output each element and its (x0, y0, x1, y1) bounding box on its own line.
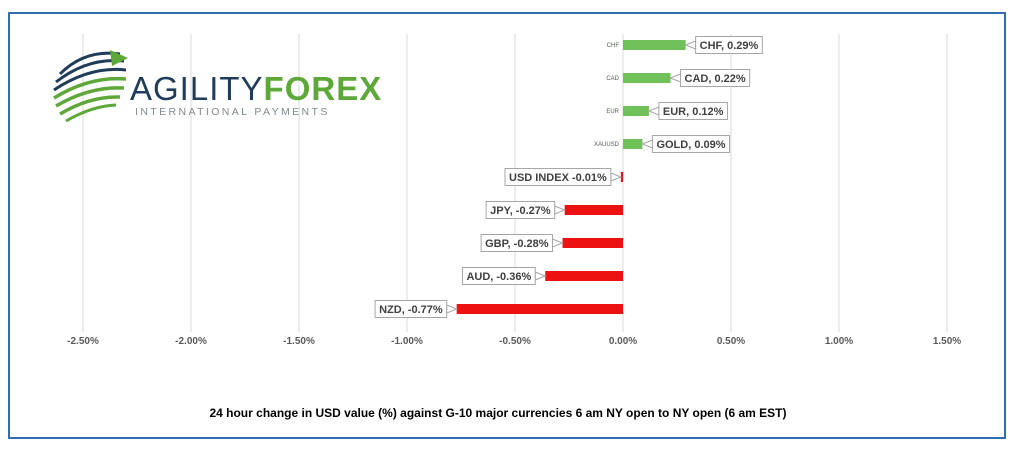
data-label: EUR, 0.12% (647, 102, 728, 120)
data-label-text: GBP, -0.28% (485, 238, 549, 250)
category-labels: CHF CAD EUR XAUUSD (594, 43, 620, 148)
x-tick-label: -2.00% (175, 336, 207, 347)
bar (564, 205, 623, 215)
data-label-text: NZD, -0.77% (379, 304, 443, 316)
data-label-box (651, 135, 731, 153)
bar (545, 271, 623, 281)
data-label-box (680, 69, 751, 87)
agility-forex-logo: AGILITYFOREX INTERNATIONAL PAYMENTS (53, 50, 382, 123)
x-axis-ticks: -2.50% -2.00% -1.50% -1.00% -0.50% 0.00% 0.50%… (67, 336, 961, 347)
data-label-pointer (610, 172, 623, 182)
data-label-pointer (552, 238, 564, 248)
data-label-text: EUR, 0.12% (663, 106, 724, 118)
data-label: GOLD, 0.09% (641, 135, 731, 153)
data-label: CAD, 0.22% (669, 69, 751, 87)
data-label-text: USD INDEX -0.01% (509, 172, 607, 184)
bar (456, 304, 623, 314)
chart-frame: CHF CAD EUR XAUUSD CHF, 0.29% CAD, 0.22% EUR,… (8, 12, 1006, 439)
x-tick-label: -2.50% (67, 336, 99, 347)
bar (623, 40, 686, 50)
x-tick-label: -0.50% (499, 336, 531, 347)
chart-caption: 24 hour change in USD value (%) against … (209, 406, 786, 420)
x-tick-label: -1.00% (391, 336, 423, 347)
data-label: CHF, 0.29% (684, 36, 763, 54)
svg-text:AGILITYFOREX: AGILITYFOREX (130, 70, 382, 107)
data-label: USD INDEX -0.01% (504, 168, 623, 186)
data-label-box (504, 168, 612, 186)
data-label: JPY, -0.27% (485, 201, 567, 219)
logo-tagline: INTERNATIONAL PAYMENTS (135, 106, 330, 118)
bar (623, 73, 671, 83)
data-label-box (695, 36, 763, 54)
data-label-text: GOLD, 0.09% (656, 139, 725, 151)
data-label-box (480, 234, 554, 252)
bar (623, 139, 643, 149)
x-tick-label: 0.00% (609, 336, 637, 347)
data-label-pointer (647, 106, 660, 116)
data-label: NZD, -0.77% (374, 300, 459, 318)
x-tick-label: -1.50% (283, 336, 315, 347)
bar-chart: CHF CAD EUR XAUUSD CHF, 0.29% CAD, 0.22% EUR,… (53, 34, 961, 420)
data-label-pointer (669, 73, 682, 83)
data-label-box (374, 300, 448, 318)
data-label-pointer (684, 40, 697, 50)
data-label: GBP, -0.28% (480, 234, 564, 252)
x-tick-label: 1.50% (933, 336, 961, 347)
data-label-box (461, 267, 536, 285)
bar (623, 106, 649, 116)
data-label-pointer (554, 205, 567, 215)
logo-word-agility: AGILITY (130, 70, 264, 107)
category-label: XAUUSD (594, 142, 620, 148)
bar (562, 238, 623, 248)
globe-swoosh-icon (53, 50, 128, 123)
data-label-text: CHF, 0.29% (700, 40, 759, 52)
data-label-box (658, 102, 728, 120)
data-label-text: JPY, -0.27% (490, 205, 551, 217)
data-label-pointer (534, 271, 547, 281)
category-label: EUR (606, 109, 619, 115)
data-label-pointer (641, 139, 653, 149)
category-label: CAD (606, 76, 619, 82)
data-label-text: CAD, 0.22% (685, 73, 746, 85)
x-tick-label: 1.00% (825, 336, 853, 347)
data-label-pointer (446, 304, 459, 314)
x-tick-label: 0.50% (717, 336, 745, 347)
data-labels: CHF, 0.29% CAD, 0.22% EUR, 0.12% GOLD, 0.09… (374, 36, 763, 318)
data-label: AUD, -0.36% (461, 267, 547, 285)
data-label-text: AUD, -0.36% (466, 271, 531, 283)
logo-word-forex: FOREX (264, 70, 383, 107)
data-label-box (485, 201, 556, 219)
category-label: CHF (607, 43, 620, 49)
